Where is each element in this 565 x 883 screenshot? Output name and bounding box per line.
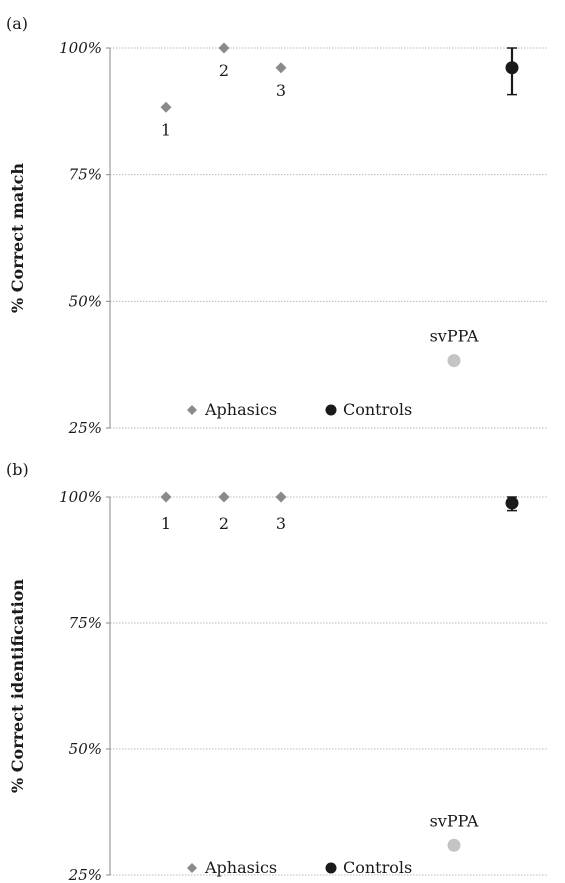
- svppa-point: [447, 838, 461, 852]
- y-axis-label: % Correct match: [8, 163, 27, 313]
- legend-controls-marker: [325, 862, 337, 874]
- y-tick-label: 75%: [69, 614, 102, 632]
- legend-controls-label: Controls: [343, 858, 412, 877]
- y-tick-label: 50%: [69, 740, 102, 758]
- legend-aphasics-label: Aphasics: [204, 400, 277, 419]
- panel-label: (b): [6, 460, 29, 479]
- legend-controls-marker: [325, 404, 337, 416]
- svppa-point-label: svPPA: [430, 811, 479, 830]
- y-tick-label: 75%: [69, 166, 102, 184]
- legend-aphasics-marker: [187, 405, 197, 415]
- aphasic-point: [275, 491, 287, 503]
- control-point: [505, 496, 519, 510]
- chart-panel-a: (a) 25% 50% 75% 100% % Correct match 1 2 3 svPPA A…: [6, 14, 548, 437]
- aphasic-point-label: 3: [276, 514, 286, 533]
- aphasic-point: [275, 62, 287, 74]
- legend-aphasics-marker: [187, 863, 197, 873]
- aphasic-point-label: 1: [161, 514, 171, 533]
- aphasic-point-label: 2: [219, 514, 229, 533]
- legend-aphasics-label: Aphasics: [204, 858, 277, 877]
- y-tick-label: 100%: [59, 488, 102, 506]
- chart-panel-b: (b) 25% 50% 75% 100% % Correct identification…: [6, 460, 548, 883]
- legend-controls-label: Controls: [343, 400, 412, 419]
- y-tick-label: 100%: [59, 39, 102, 57]
- aphasic-point: [218, 42, 230, 54]
- aphasic-point-label: 2: [219, 61, 229, 80]
- y-axis-label: % Correct identification: [8, 579, 27, 793]
- control-point: [505, 61, 519, 75]
- panel-label: (a): [6, 14, 28, 33]
- svppa-point: [447, 354, 461, 368]
- y-tick-label: 25%: [68, 866, 102, 883]
- y-tick-label: 25%: [68, 419, 102, 437]
- aphasic-point: [160, 101, 172, 113]
- svppa-point-label: svPPA: [430, 327, 479, 346]
- aphasic-point: [218, 491, 230, 503]
- aphasic-point-label: 1: [161, 120, 171, 139]
- aphasic-point-label: 3: [276, 81, 286, 100]
- y-tick-label: 50%: [69, 292, 102, 310]
- aphasic-point: [160, 491, 172, 503]
